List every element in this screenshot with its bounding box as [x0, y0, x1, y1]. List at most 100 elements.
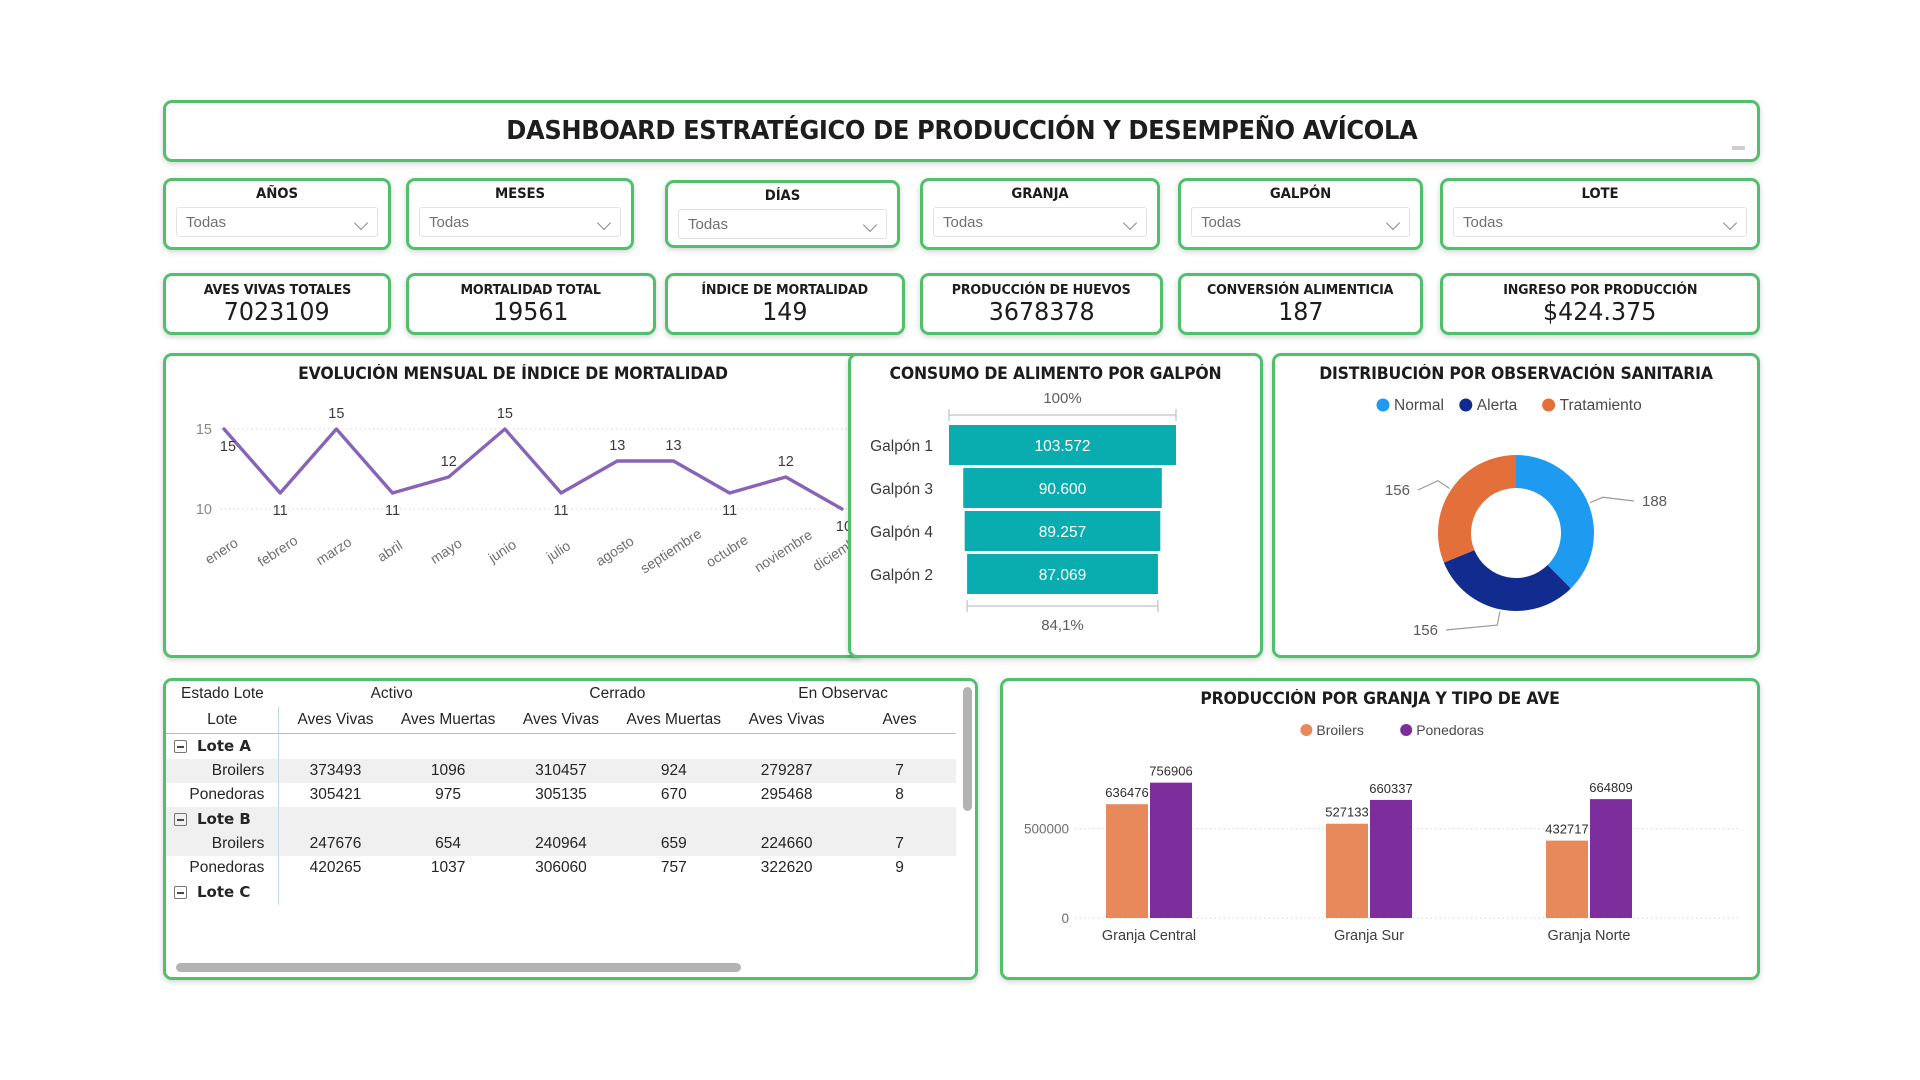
- legend-item[interactable]: Tratamiento: [1542, 397, 1642, 414]
- chart-produccion-granja[interactable]: PRODUCCIÓN POR GRANJA Y TIPO DE AVE Broi…: [1000, 678, 1760, 980]
- legend-item[interactable]: Broilers: [1300, 722, 1364, 738]
- funnel-category-label: Galpón 2: [870, 567, 933, 584]
- bar[interactable]: [1546, 840, 1588, 918]
- slicer-dropdown[interactable]: Todas: [933, 207, 1147, 237]
- data-label: 664809: [1589, 780, 1632, 795]
- matrix-subheader-4[interactable]: Aves Vivas: [730, 707, 844, 734]
- kpi-conversion-alimenticia: CONVERSIÓN ALIMENTICIA 187: [1178, 273, 1423, 335]
- chart-observacion-sanitaria[interactable]: DISTRIBUCIÓN POR OBSERVACIÓN SANITARIA N…: [1272, 353, 1760, 658]
- kpi-label: PRODUCCIÓN DE HUEVOS: [952, 282, 1131, 298]
- data-label: 11: [385, 503, 400, 519]
- slicer-meses[interactable]: MESES Todas: [406, 178, 634, 250]
- chart-consumo-alimento[interactable]: CONSUMO DE ALIMENTO POR GALPÓN 100% Galpó…: [848, 353, 1263, 658]
- minimize-icon[interactable]: [1732, 146, 1745, 150]
- donut-slice[interactable]: [1443, 550, 1571, 611]
- matrix-group-row-label[interactable]: Lote B: [166, 807, 279, 832]
- funnel-bar[interactable]: [963, 468, 1162, 508]
- table-cell: 279287: [730, 759, 844, 783]
- chevron-down-icon[interactable]: [1124, 216, 1137, 229]
- matrix-group-label: Lote A: [197, 737, 252, 755]
- kpi-aves-vivas-totales: AVES VIVAS TOTALES 7023109: [163, 273, 391, 335]
- funnel-bar[interactable]: [964, 511, 1161, 551]
- matrix-subheader-1[interactable]: Aves Muertas: [391, 707, 505, 734]
- table-row[interactable]: Lote C: [166, 880, 956, 905]
- x-tick-group: abril: [374, 537, 405, 565]
- table-cell: 305135: [535, 786, 587, 803]
- matrix-group-en-observacion[interactable]: En Observac: [798, 685, 888, 702]
- slicer-anos[interactable]: AÑOS Todas: [163, 178, 391, 250]
- matrix-group-cerrado[interactable]: Cerrado: [589, 685, 646, 702]
- matrix-group-activo[interactable]: Activo: [370, 685, 413, 702]
- collapse-icon[interactable]: [174, 813, 187, 827]
- bar[interactable]: [1326, 823, 1368, 918]
- bar[interactable]: [1106, 804, 1148, 918]
- matrix-row-label[interactable]: Broilers: [166, 759, 279, 783]
- chevron-down-icon[interactable]: [598, 216, 611, 229]
- slicer-dias[interactable]: DÍAS Todas: [665, 180, 900, 248]
- chevron-down-icon[interactable]: [355, 216, 368, 229]
- chevron-down-icon[interactable]: [1724, 216, 1737, 229]
- slicer-lote[interactable]: LOTE Todas: [1440, 178, 1760, 250]
- table-cell: 659: [617, 832, 731, 856]
- chart-evolucion-mortalidad[interactable]: EVOLUCIÓN MENSUAL DE ÍNDICE DE MORTALIDA…: [163, 353, 863, 658]
- table-cell: 247676: [278, 832, 392, 856]
- bar[interactable]: [1590, 799, 1632, 918]
- matrix-group-row-label[interactable]: Lote A: [166, 733, 279, 759]
- x-tick-group: enero: [202, 534, 241, 567]
- bar[interactable]: [1150, 782, 1192, 918]
- collapse-icon[interactable]: [174, 886, 187, 900]
- table-row[interactable]: Lote B: [166, 807, 956, 832]
- legend-item[interactable]: Ponedoras: [1400, 722, 1484, 738]
- legend-item[interactable]: Alerta: [1459, 397, 1518, 414]
- legend-label: Normal: [1394, 397, 1444, 414]
- matrix-subheader-2[interactable]: Aves Vivas: [504, 707, 618, 734]
- funnel-category-label: Galpón 1: [870, 438, 933, 455]
- matrix-group-row-label[interactable]: Lote C: [166, 880, 279, 905]
- table-row[interactable]: Broilers 247676 654 240964 659 224660 7: [166, 832, 956, 856]
- kpi-ingreso-por-produccion: INGRESO POR PRODUCCIÓN $424.375: [1440, 273, 1760, 335]
- matrix-vertical-scrollbar[interactable]: [963, 687, 972, 811]
- kpi-mortalidad-total: MORTALIDAD TOTAL 19561: [406, 273, 656, 335]
- matrix-subheader-5[interactable]: Aves: [843, 707, 956, 734]
- data-label: 11: [722, 503, 737, 519]
- funnel-bar[interactable]: [967, 554, 1158, 594]
- matrix-row-label[interactable]: Broilers: [166, 832, 279, 856]
- table-row[interactable]: Ponedoras 305421 975 305135 670 295468 8: [166, 783, 956, 807]
- table-row[interactable]: Broilers 373493 1096 310457 924 279287 7: [166, 759, 956, 783]
- table-cell: 1037: [430, 859, 466, 876]
- matrix-row-label[interactable]: Ponedoras: [189, 859, 265, 876]
- table-cell: [843, 807, 956, 832]
- slicer-galpon[interactable]: GALPÓN Todas: [1178, 178, 1423, 250]
- table-estado-lote[interactable]: Estado Lote Activo Cerrado En Observac L…: [163, 678, 978, 980]
- x-tick-group: julio: [543, 537, 574, 565]
- slicer-dropdown[interactable]: Todas: [1191, 207, 1410, 237]
- slicer-granja[interactable]: GRANJA Todas: [920, 178, 1160, 250]
- matrix-subheader-3[interactable]: Aves Muertas: [617, 707, 731, 734]
- legend-item[interactable]: Normal: [1376, 397, 1444, 414]
- collapse-icon[interactable]: [174, 740, 187, 754]
- x-axis-tick: marzo: [313, 533, 355, 568]
- table-row[interactable]: Ponedoras 420265 1037 306060 757 322620 9: [166, 856, 956, 880]
- funnel-bar[interactable]: [949, 425, 1176, 465]
- line-series[interactable]: [222, 427, 844, 511]
- bar[interactable]: [1370, 799, 1412, 918]
- x-tick-group: octubre: [703, 531, 751, 570]
- slicer-dropdown[interactable]: Todas: [176, 207, 378, 237]
- matrix-subheader-0[interactable]: Aves Vivas: [278, 707, 392, 734]
- data-label: 12: [778, 454, 794, 470]
- x-axis-tick: Granja Norte: [1547, 928, 1630, 944]
- donut-slice[interactable]: [1516, 455, 1594, 589]
- matrix-horizontal-scrollbar[interactable]: [176, 963, 741, 972]
- data-label: 756906: [1149, 764, 1192, 779]
- donut-slice[interactable]: [1438, 455, 1516, 563]
- slicer-label: DÍAS: [764, 188, 801, 204]
- table-cell: [278, 733, 392, 759]
- kpi-label: MORTALIDAD TOTAL: [460, 282, 602, 298]
- slicer-dropdown[interactable]: Todas: [1453, 207, 1747, 237]
- slicer-dropdown[interactable]: Todas: [419, 207, 621, 237]
- chevron-down-icon[interactable]: [1387, 216, 1400, 229]
- table-row[interactable]: Lote A: [166, 733, 956, 759]
- matrix-row-label[interactable]: Ponedoras: [189, 786, 265, 803]
- chevron-down-icon[interactable]: [864, 218, 877, 231]
- slicer-dropdown[interactable]: Todas: [678, 209, 887, 239]
